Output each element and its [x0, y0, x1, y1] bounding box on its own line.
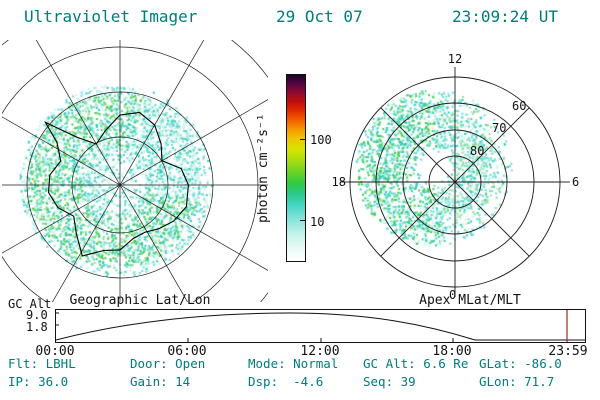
apex-grid: [340, 67, 570, 297]
geo-aurora-image: [2, 40, 268, 302]
alt-ytick-top: 9.0: [26, 308, 48, 322]
alt-chart-ticks: [55, 312, 454, 342]
app-title: Ultraviolet Imager: [24, 7, 198, 26]
colorbar-tick-label-100: 100: [310, 133, 332, 147]
status-seq: Seq: 39: [363, 374, 416, 389]
geo-grid: [2, 40, 268, 302]
geographic-panel: [2, 40, 268, 302]
status-door: Door: Open: [130, 356, 206, 371]
status-glon: GLon: 71.7: [479, 374, 555, 389]
apex-panel: [340, 67, 570, 297]
status-dsp: Dsp: -4.6: [248, 374, 324, 389]
colorbar-label: photon cm⁻²s⁻¹: [256, 113, 271, 223]
xtick-1200: 12:00: [300, 344, 340, 359]
header-date: 29 Oct 07: [276, 7, 363, 26]
mlt-label-0: 0: [449, 288, 457, 302]
xtick-1800: 18:00: [432, 344, 472, 359]
status-ip: IP: 36.0: [8, 374, 69, 389]
mlat-ring-label-80: 80: [470, 144, 485, 158]
colorbar-tick-100: [300, 139, 305, 141]
alt-ytick-bottom: 1.8: [26, 320, 48, 334]
mlat-ring-label-60: 60: [512, 99, 527, 113]
status-glat: GLat: -86.0: [479, 356, 562, 371]
coastline-path: [44, 111, 189, 257]
status-flt: Flt: LBHL: [8, 356, 76, 371]
geo-spokes: [2, 40, 268, 302]
xtick-2359: 23:59: [548, 344, 588, 359]
status-gain: Gain: 14: [130, 374, 191, 389]
mlt-label-18: 18: [331, 175, 346, 189]
header-time: 23:09:24 UT: [452, 7, 558, 26]
xtick-0000: 00:00: [35, 344, 75, 359]
colorbar-tick-10: [300, 220, 305, 222]
mlat-ring-label-70: 70: [492, 121, 507, 135]
colorbar: [286, 74, 306, 262]
apex-caption: Apex MLat/MLT: [419, 293, 521, 308]
mlt-label-6: 6: [572, 175, 580, 189]
geo-caption: Geographic Lat/Lon: [69, 293, 211, 308]
status-mode: Mode: Normal: [248, 356, 339, 371]
xtick-0600: 06:00: [167, 344, 207, 359]
alt-curve: [55, 312, 585, 341]
status-gcalt: GC Alt: 6.6 Re: [363, 356, 469, 371]
mlt-label-12: 12: [447, 52, 463, 66]
colorbar-tick-label-10: 10: [310, 215, 325, 229]
alt-chart: [55, 309, 586, 343]
apex-spokes: [350, 77, 560, 287]
alt-axis-label: GC Alt: [8, 297, 52, 311]
